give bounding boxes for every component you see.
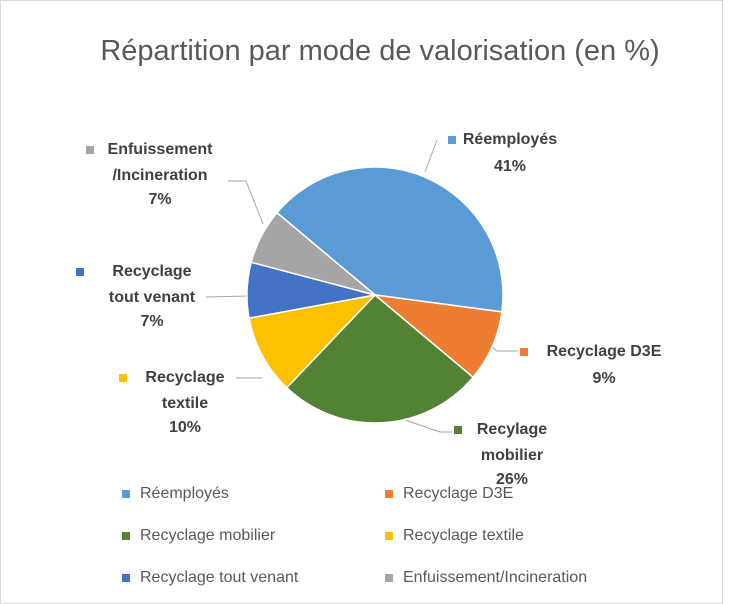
data-label-value: 26% (496, 471, 528, 488)
data-label-value: 10% (169, 419, 201, 436)
legend-label: Recyclage tout venant (140, 569, 299, 586)
legend-key (122, 532, 130, 540)
data-label-name: Recyclage (145, 369, 224, 386)
legend-label: Recyclage textile (403, 527, 524, 544)
data-label-value: 41% (494, 158, 526, 175)
data-label-name: Recyclage D3E (547, 343, 662, 360)
legend-label: Recyclage D3E (403, 485, 513, 502)
data-label-name: /Incineration (112, 167, 207, 184)
data-label-name: Recylage (477, 421, 547, 438)
legend-key (385, 574, 393, 582)
pie-slice (285, 293, 475, 424)
legend-label: Enfuissement/Incineration (403, 569, 587, 586)
data-label-name: Enfuissement (108, 141, 214, 158)
data-label-name: tout venant (109, 289, 196, 306)
data-label-name: mobilier (481, 447, 543, 464)
legend-key (385, 490, 393, 498)
data-label-key (86, 146, 94, 154)
data-label-value: 7% (148, 191, 171, 208)
pie-slice (250, 211, 376, 296)
chart-title: Répartition par mode de valorisation (en… (100, 35, 660, 67)
legend-key (122, 574, 130, 582)
data-label-key (448, 136, 456, 144)
data-label-name: textile (162, 395, 208, 412)
data-label-value: 9% (592, 370, 615, 387)
data-label-name: Réemployés (463, 131, 557, 148)
data-label-value: 7% (140, 313, 163, 330)
legend-key (385, 532, 393, 540)
legend-key (122, 490, 130, 498)
data-label-key (454, 426, 462, 434)
data-label-name: Recyclage (112, 263, 191, 280)
legend-label: Recyclage mobilier (140, 527, 276, 544)
data-label-key (76, 268, 84, 276)
pie-slice (248, 293, 378, 389)
data-label-key (520, 348, 528, 356)
data-label-key (119, 374, 127, 382)
legend-label: Réemployés (140, 485, 229, 502)
pie-slice (275, 166, 504, 313)
